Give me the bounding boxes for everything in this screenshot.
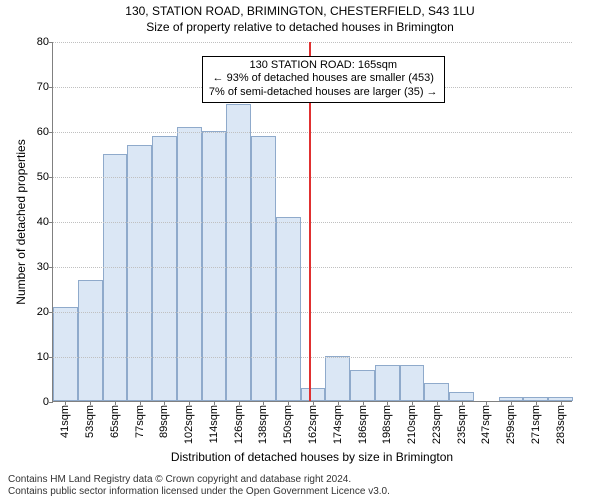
x-tick-label: 102sqm	[183, 405, 195, 444]
y-tick	[49, 42, 53, 43]
y-tick-label: 20	[37, 306, 49, 318]
y-tick	[49, 177, 53, 178]
bar	[177, 127, 202, 402]
x-tick-label: 138sqm	[257, 405, 269, 444]
annotation-line3: 7% of semi-detached houses are larger (3…	[209, 86, 438, 100]
y-tick	[49, 402, 53, 403]
y-tick	[49, 357, 53, 358]
y-tick	[49, 267, 53, 268]
x-tick-label: 198sqm	[381, 405, 393, 444]
x-tick-label: 235sqm	[456, 405, 468, 444]
x-tick-label: 53sqm	[84, 405, 96, 438]
bar	[53, 307, 78, 402]
x-tick-label: 174sqm	[332, 405, 344, 444]
x-tick-label: 283sqm	[555, 405, 567, 444]
gridline	[53, 177, 572, 178]
x-tick-label: 77sqm	[134, 405, 146, 438]
bar	[251, 136, 276, 402]
footer-line1: Contains HM Land Registry data © Crown c…	[8, 474, 592, 486]
annotation-line1: 130 STATION ROAD: 165sqm	[209, 59, 438, 73]
gridline	[53, 357, 572, 358]
x-tick-label: 150sqm	[282, 405, 294, 444]
bar	[449, 392, 474, 401]
y-axis-title: Number of detached properties	[14, 42, 28, 402]
footer: Contains HM Land Registry data © Crown c…	[8, 474, 592, 498]
bar	[325, 356, 350, 401]
gridline	[53, 312, 572, 313]
annotation-line2: ← 93% of detached houses are smaller (45…	[209, 72, 438, 86]
x-tick-label: 65sqm	[109, 405, 121, 438]
x-tick-label: 223sqm	[431, 405, 443, 444]
x-tick-label: 126sqm	[233, 405, 245, 444]
x-tick-label: 114sqm	[208, 405, 220, 443]
chart-plot-area: 0102030405060708041sqm53sqm65sqm77sqm89s…	[52, 42, 572, 402]
title-block: 130, STATION ROAD, BRIMINGTON, CHESTERFI…	[0, 0, 600, 35]
y-tick	[49, 222, 53, 223]
y-tick-label: 60	[37, 126, 49, 138]
x-tick-label: 89sqm	[158, 405, 170, 438]
x-tick-label: 271sqm	[530, 405, 542, 444]
x-tick-label: 210sqm	[406, 405, 418, 444]
y-tick	[49, 132, 53, 133]
x-tick-label: 247sqm	[480, 405, 492, 444]
bar	[375, 365, 400, 401]
gridline	[53, 222, 572, 223]
y-tick-label: 40	[37, 216, 49, 228]
annotation-box: 130 STATION ROAD: 165sqm← 93% of detache…	[202, 56, 445, 103]
figure: 130, STATION ROAD, BRIMINGTON, CHESTERFI…	[0, 0, 600, 500]
y-tick-label: 80	[37, 36, 49, 48]
x-tick-label: 41sqm	[59, 405, 71, 438]
bar	[78, 280, 103, 402]
bar	[127, 145, 152, 402]
title-secondary: Size of property relative to detached ho…	[0, 20, 600, 36]
y-tick-label: 0	[43, 396, 49, 408]
y-tick	[49, 312, 53, 313]
y-tick-label: 70	[37, 81, 49, 93]
gridline	[53, 42, 572, 43]
y-tick-label: 50	[37, 171, 49, 183]
x-axis-title: Distribution of detached houses by size …	[52, 450, 572, 464]
x-tick-label: 259sqm	[505, 405, 517, 444]
bar	[202, 131, 227, 401]
title-primary: 130, STATION ROAD, BRIMINGTON, CHESTERFI…	[0, 4, 600, 20]
gridline	[53, 132, 572, 133]
x-tick-label: 186sqm	[357, 405, 369, 444]
gridline	[53, 267, 572, 268]
bar	[400, 365, 425, 401]
bar	[350, 370, 375, 402]
x-tick-label: 162sqm	[307, 405, 319, 444]
y-tick-label: 10	[37, 351, 49, 363]
bar	[103, 154, 128, 402]
bar	[152, 136, 177, 402]
bar	[276, 217, 301, 402]
bar	[301, 388, 326, 402]
y-tick	[49, 87, 53, 88]
bar	[424, 383, 449, 401]
footer-line2: Contains public sector information licen…	[8, 486, 592, 498]
y-tick-label: 30	[37, 261, 49, 273]
